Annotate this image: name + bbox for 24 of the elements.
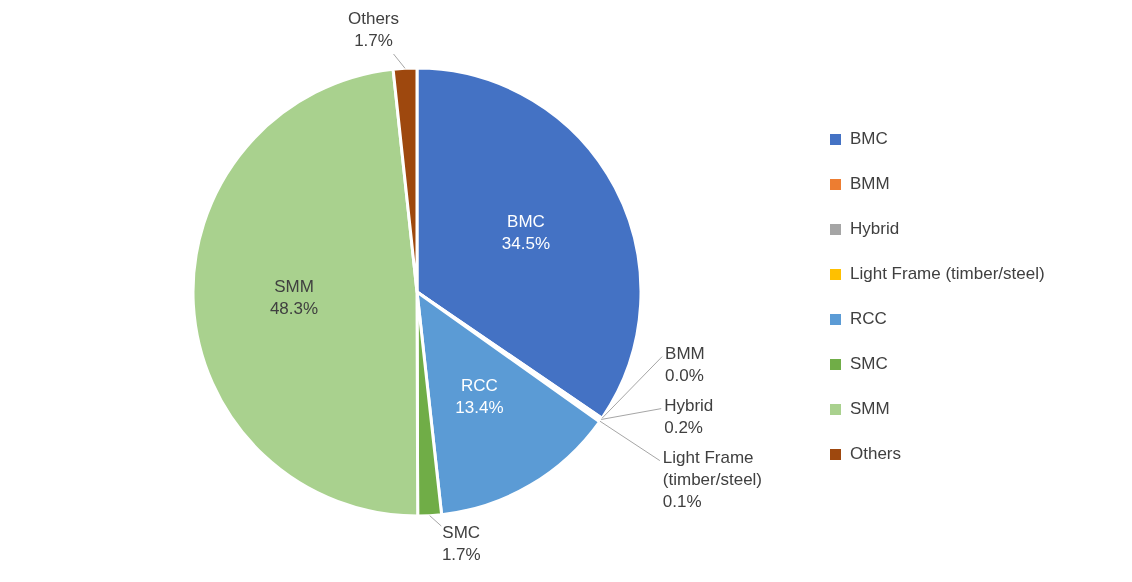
data-label: 0.1% bbox=[662, 491, 702, 511]
legend-label: Hybrid bbox=[850, 219, 900, 239]
legend-label: BMC bbox=[850, 129, 888, 149]
category-label: BMM bbox=[665, 343, 705, 363]
slice-label: Others bbox=[348, 9, 400, 28]
legend-label: Others bbox=[850, 444, 902, 464]
legend-label: SMM bbox=[850, 399, 890, 419]
slice-label: RCC bbox=[461, 376, 498, 396]
data-label: 1.7% bbox=[354, 31, 393, 50]
data-label: 1.7% bbox=[441, 545, 481, 564]
legend-label: RCC bbox=[850, 309, 887, 329]
slice-label: SMC bbox=[442, 523, 481, 542]
data-label: 13.4% bbox=[455, 398, 504, 418]
legend-label: BMM bbox=[850, 174, 890, 194]
data-label: 34.5% bbox=[501, 234, 551, 254]
data-label: 48.3% bbox=[269, 299, 319, 319]
data-label: 0.2% bbox=[664, 417, 703, 437]
slice-label: Hybrid bbox=[664, 395, 714, 415]
legend-label: SMC bbox=[850, 354, 888, 374]
slice-label: Light Frame (timber/steel) bbox=[662, 447, 763, 489]
text: 0.0% bbox=[665, 365, 704, 385]
slice-label: SMM bbox=[274, 277, 314, 297]
legend-label: Light Frame (timber/steel) bbox=[850, 264, 1045, 284]
slice-label: BMC bbox=[507, 212, 545, 232]
